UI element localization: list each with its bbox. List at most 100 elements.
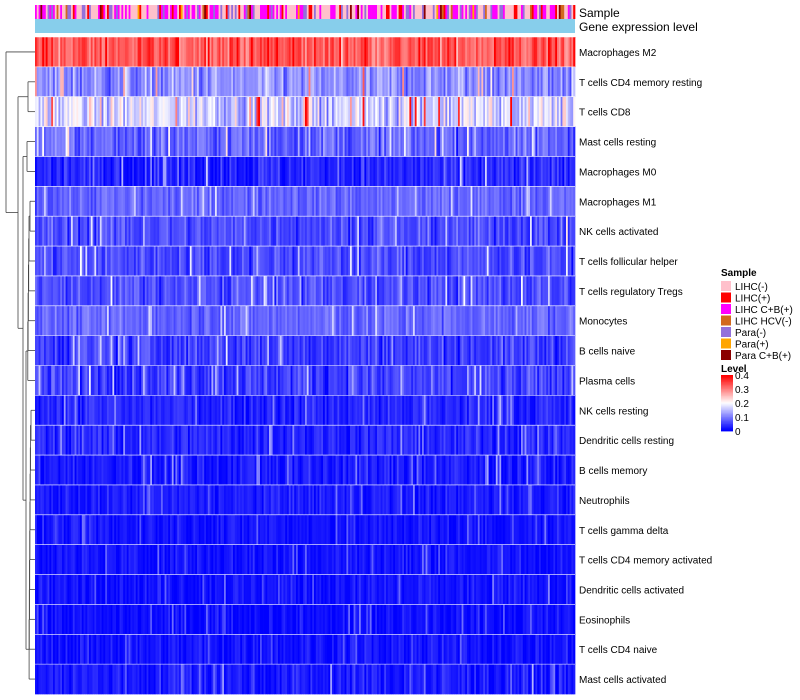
heatmap-cell — [126, 37, 129, 68]
heatmap-cell — [312, 395, 315, 426]
heatmap-cell — [555, 365, 558, 396]
heatmap-cell — [467, 216, 470, 247]
heatmap-cell — [378, 126, 381, 157]
heatmap-cell — [323, 455, 326, 486]
heatmap-cell — [391, 186, 394, 217]
heatmap-cell — [306, 455, 309, 486]
sample-annotation-cell — [441, 5, 444, 19]
heatmap-cell — [143, 335, 146, 366]
heatmap-cell — [296, 246, 299, 277]
heatmap-cell — [539, 275, 542, 307]
heatmap-cell — [465, 37, 468, 68]
heatmap-cell — [569, 305, 572, 336]
heatmap-cell — [452, 365, 455, 396]
heatmap-cell — [542, 275, 545, 307]
heatmap-cell — [513, 305, 516, 336]
heatmap-cell — [195, 455, 198, 486]
heatmap-cell — [398, 246, 401, 277]
sample-annotation-cell — [425, 5, 428, 19]
heatmap-cell — [272, 66, 275, 98]
heatmap-cell — [119, 365, 122, 396]
heatmap-cell — [101, 186, 104, 217]
heatmap-cell — [56, 96, 59, 127]
heatmap-cell — [548, 216, 551, 247]
heatmap-cell — [265, 37, 268, 68]
heatmap-cell — [337, 156, 340, 187]
heatmap-cell — [440, 335, 443, 366]
heatmap-cell — [56, 484, 59, 516]
heatmap-cell — [456, 275, 459, 307]
heatmap-cell — [272, 96, 275, 127]
heatmap-cell — [328, 305, 331, 336]
sample-annotation-cell — [501, 5, 504, 19]
heatmap-cell — [44, 156, 47, 187]
heatmap-cell — [452, 126, 455, 157]
heatmap-cell — [404, 335, 407, 366]
heatmap-cell — [65, 395, 68, 426]
heatmap-cell — [531, 275, 534, 307]
heatmap-cell — [249, 455, 252, 486]
heatmap-cell — [40, 484, 43, 516]
heatmap-cell — [141, 484, 144, 516]
heatmap-cell — [152, 484, 155, 516]
heatmap-cell — [384, 425, 387, 456]
heatmap-cell — [315, 246, 318, 277]
heatmap-cell — [332, 96, 335, 127]
heatmap-cell — [247, 126, 250, 157]
heatmap-cell — [270, 305, 273, 336]
heatmap-cell — [184, 156, 187, 187]
heatmap-cell — [107, 455, 110, 486]
heatmap-cell — [98, 126, 101, 157]
heatmap-cell — [161, 216, 164, 247]
heatmap-cell — [89, 395, 92, 426]
heatmap-cell — [292, 126, 295, 157]
heatmap-cell — [542, 365, 545, 396]
heatmap-cell — [168, 96, 171, 127]
heatmap-cell — [54, 186, 57, 217]
sample-annotation-cell — [189, 5, 192, 19]
heatmap-cell — [137, 156, 140, 187]
heatmap-cell — [557, 186, 560, 217]
heatmap-cell — [330, 335, 333, 366]
heatmap-cell — [339, 186, 342, 217]
heatmap-cell — [267, 365, 270, 396]
sample-annotation-cell — [454, 5, 457, 19]
heatmap-cell — [416, 365, 419, 396]
heatmap-cell — [414, 275, 417, 307]
sample-annotation-cell — [256, 5, 259, 19]
heatmap-cell — [121, 365, 124, 396]
heatmap-cell — [193, 96, 196, 127]
heatmap-cell — [189, 37, 192, 68]
heatmap-cell — [224, 66, 227, 98]
heatmap-cell — [416, 455, 419, 486]
heatmap-cell — [335, 305, 338, 336]
heatmap-cell — [206, 126, 209, 157]
heatmap-cell — [175, 275, 178, 307]
heatmap-cell — [423, 126, 426, 157]
heatmap-cell — [189, 246, 192, 277]
heatmap-cell — [564, 216, 567, 247]
heatmap-cell — [380, 365, 383, 396]
heatmap-cell — [135, 395, 138, 426]
heatmap-cell — [110, 66, 113, 98]
heatmap-cell — [549, 455, 552, 486]
heatmap-cell — [441, 455, 444, 486]
heatmap-cell — [211, 275, 214, 307]
heatmap-cell — [423, 216, 426, 247]
sample-annotation-cell — [162, 5, 165, 19]
heatmap-cell — [427, 246, 430, 277]
heatmap-cell — [513, 126, 516, 157]
heatmap-cell — [87, 335, 90, 366]
heatmap-cell — [342, 216, 345, 247]
heatmap-cell — [49, 275, 52, 307]
heatmap-cell — [432, 156, 435, 187]
heatmap-cell — [186, 395, 189, 426]
heatmap-cell — [429, 425, 432, 456]
heatmap-cell — [492, 66, 495, 98]
heatmap-cell — [251, 96, 254, 127]
sample-annotation-cell — [71, 5, 74, 19]
heatmap-cell — [319, 66, 322, 98]
heatmap-cell — [396, 395, 399, 426]
heatmap-cell — [443, 425, 446, 456]
heatmap-cell — [333, 395, 336, 426]
